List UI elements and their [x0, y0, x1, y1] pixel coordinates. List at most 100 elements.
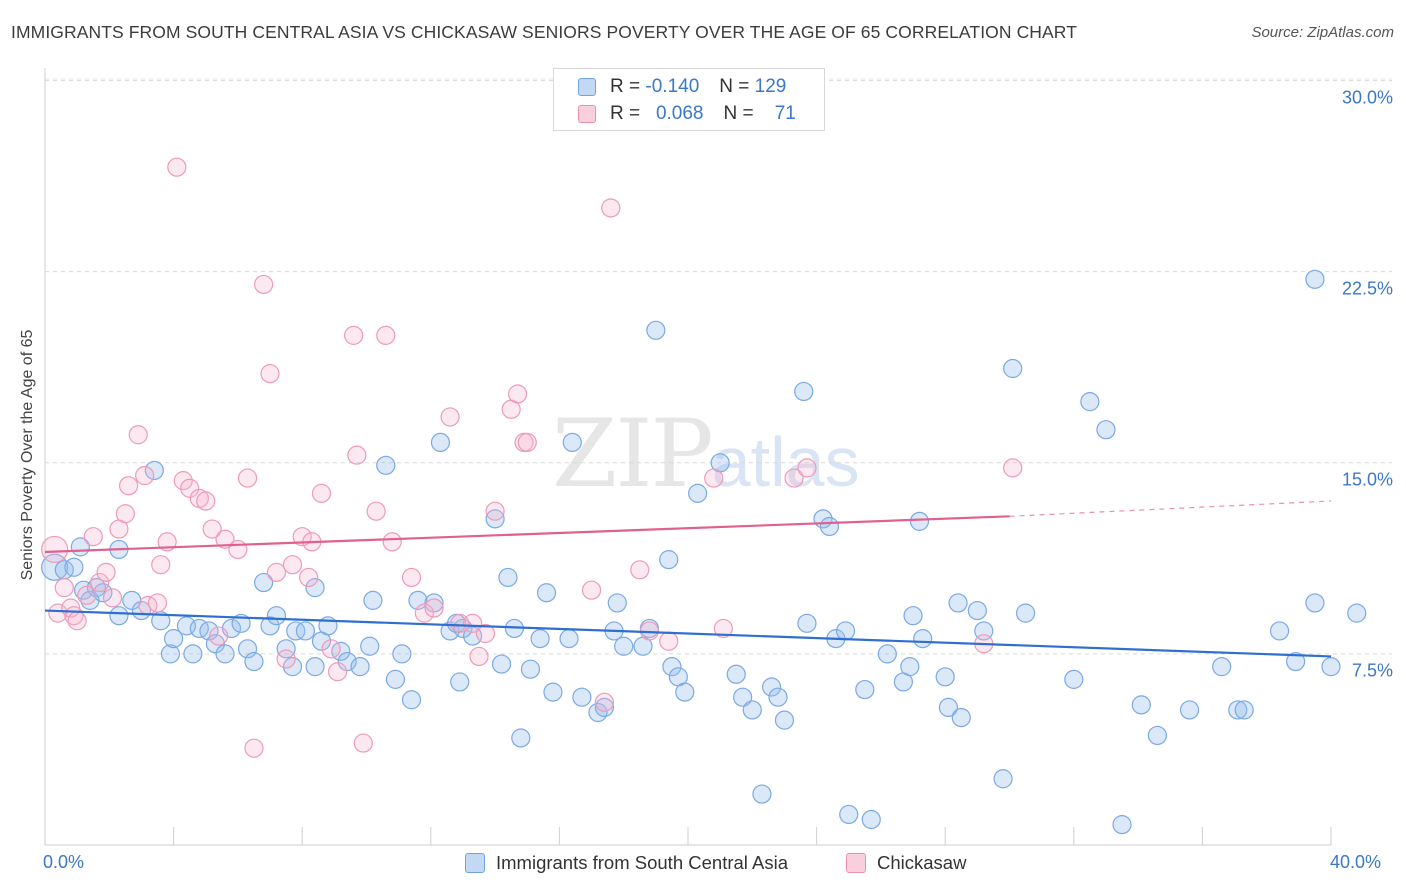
legend-row-blue: R = -0.140 N = 129	[578, 75, 786, 99]
point-blue-62	[543, 682, 563, 702]
point-blue-42	[376, 455, 396, 475]
point-pink-9	[96, 562, 116, 582]
point-pink-66	[659, 631, 679, 651]
point-pink-69	[784, 468, 804, 488]
point-pink-18	[151, 555, 171, 575]
legend-swatch-pink	[578, 105, 596, 123]
point-blue-110	[1015, 603, 1036, 623]
point-blue-92	[835, 621, 856, 641]
point-blue-64	[562, 432, 582, 453]
point-blue-41	[363, 590, 383, 610]
point-blue-81	[733, 687, 753, 707]
bottom-legend-swatch-blue	[465, 853, 485, 873]
point-blue-99	[903, 606, 923, 626]
point-pink-0	[41, 535, 69, 564]
point-pink-55	[475, 623, 496, 644]
point-blue-109	[1003, 358, 1023, 379]
point-blue-108	[993, 769, 1013, 789]
point-blue-95	[861, 809, 881, 830]
point-pink-34	[276, 649, 296, 669]
point-pink-68	[713, 618, 733, 639]
legend-swatch-blue	[578, 78, 596, 96]
point-pink-58	[508, 384, 528, 404]
point-blue-56	[498, 567, 518, 588]
point-blue-77	[675, 682, 695, 702]
bottom-legend-label-blue: Immigrants from South Central Asia	[496, 852, 788, 873]
legend-n-label: N =	[719, 76, 750, 97]
point-pink-51	[440, 407, 460, 427]
point-pink-12	[115, 504, 135, 524]
point-blue-47	[424, 593, 444, 613]
point-pink-2	[54, 578, 74, 598]
point-blue-54	[485, 509, 505, 529]
point-pink-39	[311, 483, 332, 503]
watermark-zip: ZIP	[552, 400, 714, 509]
point-blue-67	[594, 697, 615, 718]
point-blue-59	[520, 659, 541, 679]
point-blue-25	[244, 651, 264, 672]
legend-r-value: -0.140	[645, 76, 700, 97]
legend-r-label: R =	[610, 76, 641, 97]
point-pink-20	[167, 157, 187, 177]
point-blue-90	[819, 516, 840, 537]
point-pink-17	[147, 593, 168, 613]
point-blue-28	[266, 606, 287, 626]
point-pink-53	[462, 613, 483, 633]
point-pink-21	[173, 471, 193, 491]
trend-line-blue	[44, 609, 1332, 658]
point-blue-103	[938, 697, 959, 718]
x-tick-label-min: 0.0%	[43, 852, 85, 872]
point-blue-12	[144, 460, 164, 481]
point-blue-113	[1096, 420, 1116, 440]
point-pink-25	[202, 519, 222, 539]
point-blue-80	[726, 664, 746, 684]
point-blue-40	[360, 636, 380, 656]
point-pink-64	[630, 560, 650, 580]
point-blue-48	[430, 432, 451, 453]
point-blue-70	[614, 636, 634, 656]
point-pink-62	[594, 692, 615, 712]
point-pink-49	[414, 603, 434, 623]
point-pink-29	[237, 468, 258, 488]
point-pink-41	[327, 662, 348, 682]
point-blue-118	[1212, 657, 1232, 677]
y-tick-label-15: 15.0%	[1341, 469, 1393, 490]
point-blue-82	[742, 700, 762, 720]
point-blue-125	[1321, 657, 1341, 677]
point-blue-85	[768, 687, 788, 707]
point-blue-14	[160, 644, 180, 664]
point-pink-24	[196, 491, 216, 511]
point-blue-120	[1234, 700, 1254, 720]
point-blue-126	[1347, 603, 1367, 623]
point-blue-15	[164, 629, 184, 649]
point-blue-32	[295, 621, 316, 641]
point-pink-42	[344, 325, 364, 345]
point-blue-111	[1064, 669, 1084, 689]
point-blue-100	[909, 511, 930, 531]
point-pink-15	[135, 465, 155, 486]
point-pink-54	[469, 646, 489, 667]
point-blue-122	[1286, 651, 1306, 672]
bottom-legend-swatch-pink	[846, 853, 866, 873]
point-pink-7	[83, 527, 103, 547]
point-blue-58	[511, 728, 531, 748]
point-blue-88	[797, 613, 817, 633]
point-pink-56	[485, 501, 505, 521]
y-tick-label-7-5: 7.5%	[1351, 660, 1393, 681]
point-pink-1	[48, 603, 68, 623]
point-blue-106	[967, 600, 987, 621]
point-blue-121	[1269, 621, 1290, 641]
point-pink-5	[67, 611, 87, 631]
bottom-legend-pink: Chickasaw	[846, 852, 966, 874]
point-blue-123	[1305, 269, 1325, 289]
point-blue-61	[536, 583, 557, 603]
point-blue-101	[913, 629, 933, 649]
point-pink-37	[299, 567, 319, 588]
point-pink-48	[401, 567, 422, 588]
y-axis-label: Seniors Poverty Over the Age of 65	[19, 329, 36, 581]
point-blue-93	[839, 804, 859, 825]
point-pink-26	[209, 626, 229, 646]
point-blue-27	[260, 616, 280, 636]
point-blue-60	[530, 629, 550, 649]
legend: R = -0.140 N = 129 R = 0.068 N = 71	[553, 68, 825, 131]
